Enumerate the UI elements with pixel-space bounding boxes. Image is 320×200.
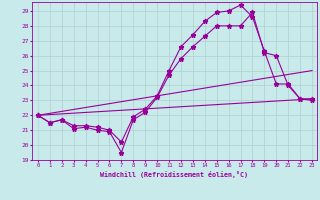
- X-axis label: Windchill (Refroidissement éolien,°C): Windchill (Refroidissement éolien,°C): [100, 171, 248, 178]
